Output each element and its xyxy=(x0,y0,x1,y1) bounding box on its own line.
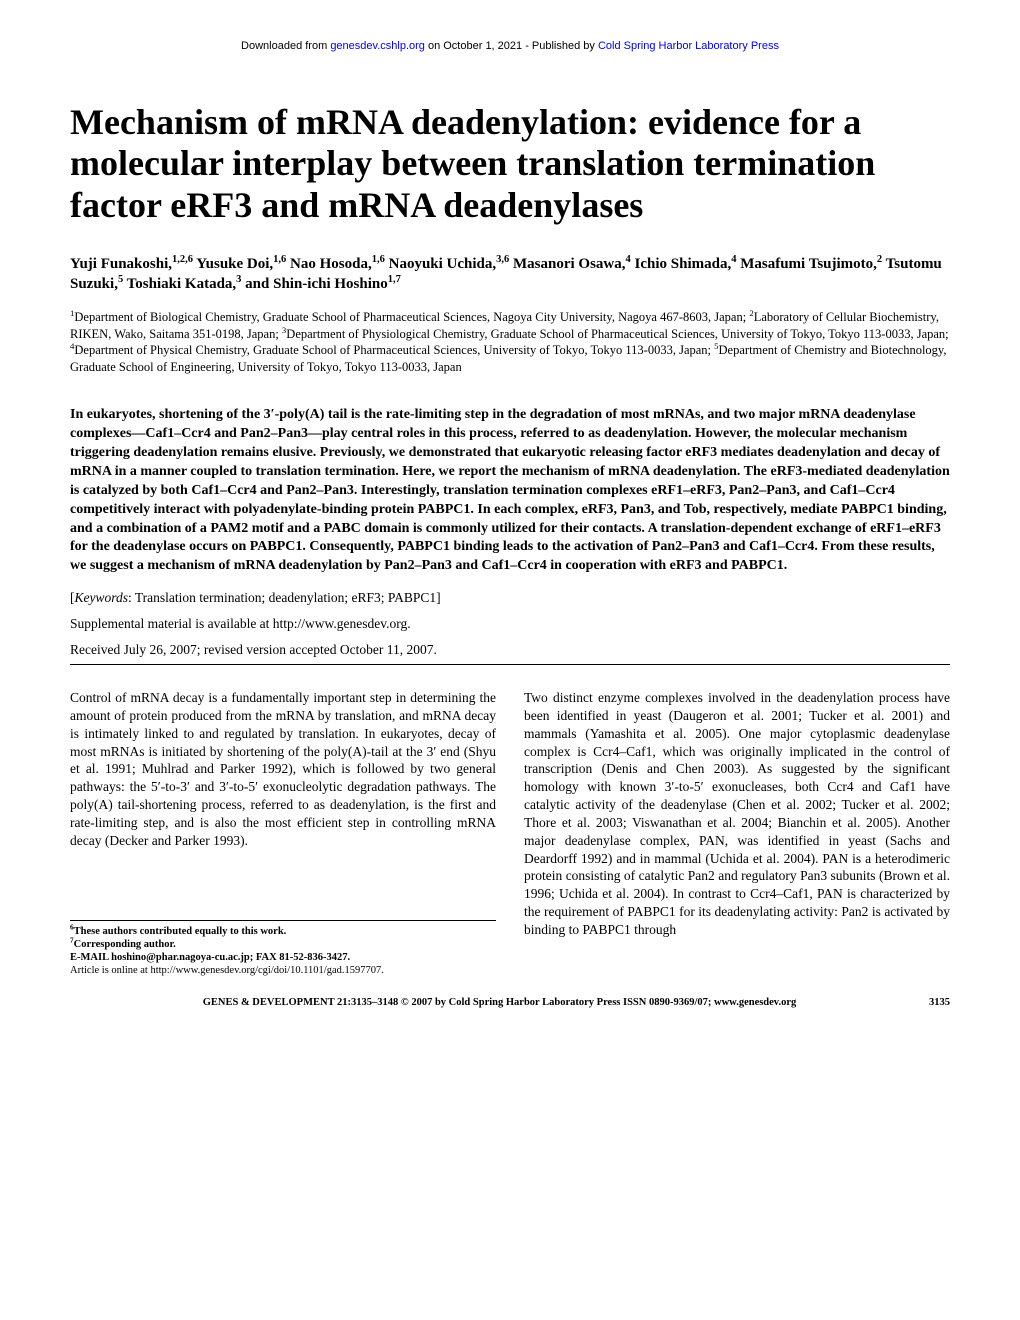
article-title: Mechanism of mRNA deadenylation: evidenc… xyxy=(70,102,950,226)
download-mid: on October 1, 2021 - Published by xyxy=(425,40,598,52)
column-right: Two distinct enzyme complexes involved i… xyxy=(524,689,950,977)
author-list: Yuji Funakoshi,1,2,6 Yusuke Doi,1,6 Nao … xyxy=(70,254,950,295)
keywords-text: : Translation termination; deadenylation… xyxy=(128,590,441,605)
footnote-email: E-MAIL hoshino@phar.nagoya-cu.ac.jp; FAX… xyxy=(70,951,496,964)
download-link-1[interactable]: genesdev.cshlp.org xyxy=(330,40,425,52)
keywords-label: Keywords xyxy=(75,590,129,605)
download-banner: Downloaded from genesdev.cshlp.org on Oc… xyxy=(70,40,950,52)
body-para-right: Two distinct enzyme complexes involved i… xyxy=(524,689,950,938)
abstract: In eukaryotes, shortening of the 3′-poly… xyxy=(70,406,950,576)
affiliations: 1Department of Biological Chemistry, Gra… xyxy=(70,309,950,377)
keywords-line: [Keywords: Translation termination; dead… xyxy=(70,590,950,606)
received-line: Received July 26, 2007; revised version … xyxy=(70,642,950,658)
supplemental-line: Supplemental material is available at ht… xyxy=(70,616,950,632)
footnote-doi: Article is online at http://www.genesdev… xyxy=(70,964,496,977)
column-left: Control of mRNA decay is a fundamentally… xyxy=(70,689,496,977)
body-para-left: Control of mRNA decay is a fundamentally… xyxy=(70,689,496,849)
footnote-equal-contrib: 6These authors contributed equally to th… xyxy=(70,925,496,938)
download-prefix: Downloaded from xyxy=(241,40,330,52)
download-link-2[interactable]: Cold Spring Harbor Laboratory Press xyxy=(598,40,779,52)
footnotes-block: 6These authors contributed equally to th… xyxy=(70,920,496,978)
footer-text: GENES & DEVELOPMENT 21:3135–3148 © 2007 … xyxy=(203,997,797,1008)
page-footer: GENES & DEVELOPMENT 21:3135–3148 © 2007 … xyxy=(70,997,950,1008)
page-number: 3135 xyxy=(929,997,950,1008)
divider xyxy=(70,664,950,665)
footnote-corresponding: 7Corresponding author. xyxy=(70,938,496,951)
body-columns: Control of mRNA decay is a fundamentally… xyxy=(70,689,950,977)
